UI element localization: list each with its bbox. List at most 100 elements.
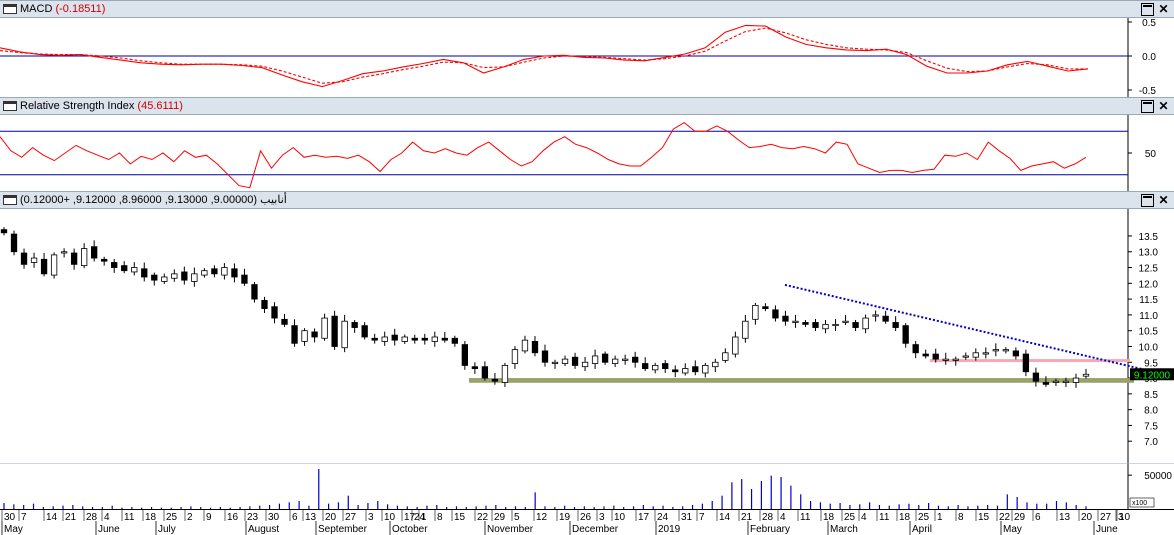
- maximize-icon[interactable]: [1141, 194, 1154, 207]
- candle-body: [30, 257, 38, 263]
- candle-body: [762, 306, 769, 309]
- maximize-icon[interactable]: [1141, 100, 1154, 113]
- candle-body: [942, 358, 949, 361]
- maximize-icon[interactable]: [1141, 3, 1154, 16]
- candle-body: [652, 365, 659, 371]
- candle-body: [1062, 380, 1070, 383]
- day-label: 10: [384, 512, 396, 523]
- candle-body: [892, 322, 899, 328]
- candle-body: [351, 322, 358, 328]
- candle-body: [521, 339, 529, 352]
- day-label: 14: [46, 512, 58, 523]
- candle-body: [982, 352, 989, 355]
- candle-body: [231, 268, 238, 278]
- y-tick-label: 11.0: [1139, 311, 1158, 322]
- day-label: 16: [227, 512, 239, 523]
- candle-body: [201, 270, 208, 276]
- y-tick-label: 8.5: [1144, 390, 1158, 401]
- rsi-chart: 50: [0, 115, 1174, 191]
- candle-body: [962, 355, 969, 358]
- candle-body: [431, 336, 438, 342]
- candle-body: [832, 323, 839, 327]
- day-label: 3: [1118, 512, 1124, 523]
- candle-body: [551, 361, 559, 364]
- macd-line: [0, 24, 1089, 88]
- candle-body: [221, 267, 228, 276]
- month-label: August: [248, 524, 279, 535]
- y-tick-label: -0.5: [1139, 86, 1157, 97]
- month-label: November: [487, 524, 534, 535]
- candle-body: [992, 349, 999, 352]
- volume-chart: 50000 x100: [0, 463, 1174, 518]
- candle-body: [151, 274, 158, 281]
- day-label: 28: [86, 512, 98, 523]
- candle-body: [421, 337, 428, 341]
- candle-body: [922, 353, 929, 357]
- y-tick-label: 13.0: [1139, 248, 1159, 259]
- candle-body: [702, 365, 709, 374]
- y-tick-label: 10.5: [1139, 327, 1159, 338]
- close-icon[interactable]: ✕: [1158, 99, 1169, 113]
- candle-body: [40, 258, 48, 275]
- last-price-box: [1130, 368, 1174, 381]
- day-label: 25: [844, 512, 856, 523]
- candle-body: [491, 378, 499, 382]
- day-label: 11: [800, 512, 811, 523]
- day-label: 14: [719, 512, 731, 523]
- candle-body: [121, 265, 128, 272]
- panel-icon[interactable]: [3, 195, 17, 205]
- price-title: أنابيب (9.00000, 9.13000, 8.96000, 9.120…: [20, 192, 287, 208]
- volume-panel: 50000 x100: [0, 463, 1174, 518]
- month-label: February: [750, 524, 790, 535]
- signal-line: [0, 27, 1088, 84]
- day-label: 6: [292, 512, 298, 523]
- day-label: 22: [999, 512, 1011, 523]
- close-icon[interactable]: ✕: [1158, 193, 1169, 207]
- panel-icon[interactable]: [3, 101, 17, 111]
- day-label: 11: [124, 512, 135, 523]
- month-label: October: [392, 524, 428, 535]
- month-label: June: [98, 524, 120, 535]
- candle-body: [501, 365, 509, 383]
- day-label: 3: [368, 512, 374, 523]
- candle-body: [842, 320, 849, 323]
- candle-body: [611, 358, 619, 364]
- candle-body: [511, 349, 519, 364]
- day-label: 24: [414, 512, 426, 523]
- day-label: 19: [559, 512, 571, 523]
- day-label: 26: [580, 512, 592, 523]
- candle-body: [932, 353, 939, 360]
- candle-body: [852, 322, 859, 328]
- candle-body: [111, 262, 118, 268]
- rsi-title: Relative Strength Index (45.6111): [20, 98, 183, 114]
- candle-body: [531, 341, 539, 354]
- month-label: March: [830, 524, 858, 535]
- candle-body: [601, 353, 609, 363]
- price-value: (9.00000, 9.13000, 8.96000, 9.12000, +0.…: [20, 194, 258, 206]
- day-label: 20: [325, 512, 337, 523]
- panel-icon[interactable]: [3, 4, 17, 14]
- candle-body: [211, 268, 218, 275]
- candle-body: [772, 309, 779, 319]
- month-label: April: [912, 524, 932, 535]
- month-label: December: [572, 524, 619, 535]
- day-label: 18: [823, 512, 835, 523]
- day-label: 29: [494, 512, 506, 523]
- candle-body: [1002, 349, 1010, 352]
- month-label: June: [1096, 524, 1118, 535]
- month-label: September: [318, 524, 368, 535]
- close-icon[interactable]: ✕: [1158, 2, 1169, 16]
- y-tick-label: 12.5: [1139, 264, 1159, 275]
- candle-body: [101, 258, 108, 262]
- month-label: 2019: [658, 524, 681, 535]
- axis-bg: [0, 509, 1174, 535]
- candle-body: [561, 358, 569, 364]
- scale-label: x100: [1132, 500, 1147, 507]
- candle-body: [632, 356, 639, 363]
- candle-body: [642, 363, 649, 369]
- price-title-text: أنابيب: [260, 194, 287, 206]
- candle-body: [912, 344, 919, 354]
- candle-body: [361, 325, 368, 338]
- rsi-panel: Relative Strength Index (45.6111) ✕ 50: [0, 97, 1174, 191]
- day-label: 31: [681, 512, 693, 523]
